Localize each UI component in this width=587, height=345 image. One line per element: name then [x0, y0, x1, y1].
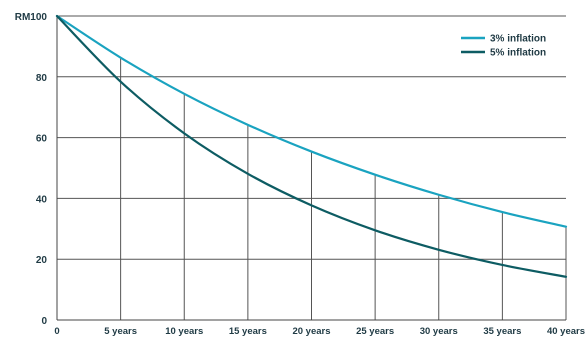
y-tick-label: RM100	[15, 12, 48, 23]
y-tick-label: 80	[36, 73, 48, 84]
x-tick-label: 0	[54, 326, 59, 337]
legend-label: 3% inflation	[490, 34, 546, 45]
x-tick-label: 30 years	[420, 326, 458, 337]
x-tick-label: 35 years	[483, 326, 521, 337]
x-tick-label: 10 years	[165, 326, 203, 337]
y-tick-label: 40	[36, 194, 48, 205]
x-tick-label: 25 years	[356, 326, 394, 337]
axes	[56, 16, 566, 321]
x-tick-label: 40 years	[547, 326, 585, 337]
x-tick-label: 20 years	[292, 326, 330, 337]
grid	[57, 15, 567, 320]
legend: 3% inflation 5% inflation	[461, 34, 546, 59]
x-tick-label: 5 years	[104, 326, 137, 337]
tick-labels: 0 20 40 60 80 RM100 0 5 years 10 years 15 years 20…	[15, 12, 585, 337]
series-line-five-percent	[55, 14, 568, 278]
x-tick-label: 15 years	[229, 326, 267, 337]
series-lines	[55, 14, 568, 278]
series-line-three-percent	[55, 14, 568, 228]
y-tick-label: 60	[36, 134, 48, 145]
y-tick-label: 20	[36, 255, 48, 266]
legend-label: 5% inflation	[490, 48, 546, 59]
y-tick-label: 0	[41, 316, 47, 327]
